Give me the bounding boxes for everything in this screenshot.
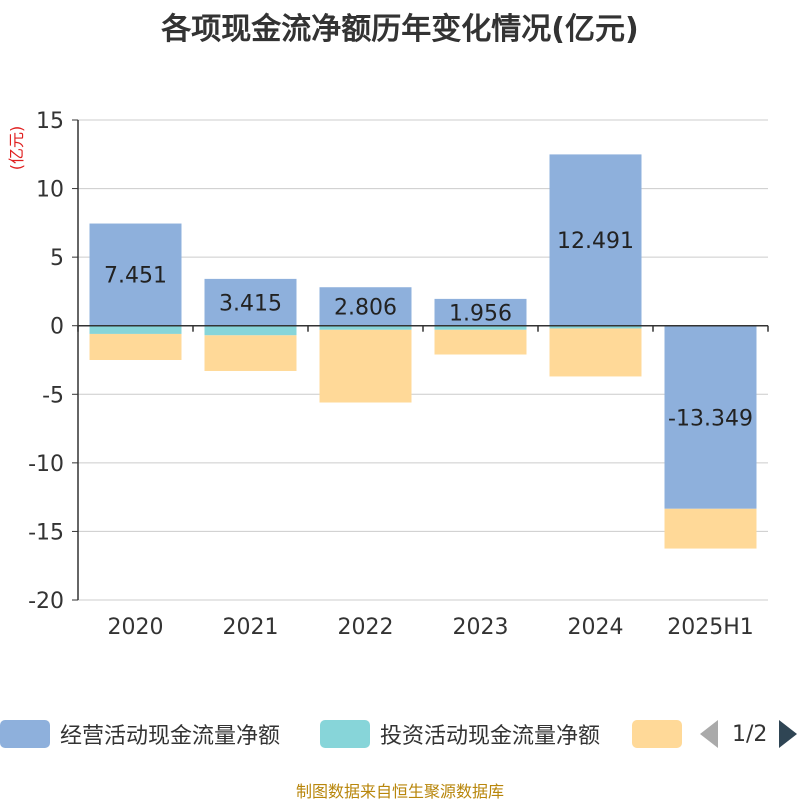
y-tick-label: 5 — [50, 246, 64, 271]
bar-series3-2024[interactable] — [549, 328, 642, 377]
bar-series1-2023[interactable] — [434, 298, 527, 326]
y-tick-label: 15 — [36, 109, 64, 134]
data-label: 2.806 — [334, 295, 397, 320]
y-tick-label: 0 — [50, 315, 64, 340]
x-tick-label: 2021 — [223, 615, 279, 640]
legend-item-operating[interactable]: 经营活动现金流量净额 — [0, 716, 280, 752]
x-tick-label: 2023 — [453, 615, 509, 640]
bar-series3-2021[interactable] — [204, 335, 297, 371]
bar-series1-2020[interactable] — [89, 223, 182, 326]
legend-item-investing[interactable]: 投资活动现金流量净额 — [320, 716, 600, 752]
x-tick-label: 2022 — [338, 615, 394, 640]
chart-plot: 15 10 5 0 -5 -10 -15 -20 2020 2021 2022 2023 2024 202… — [7, 109, 769, 640]
bar-series3-2023[interactable] — [434, 329, 527, 355]
legend: 经营活动现金流量净额 投资活动现金流量净额 — [0, 716, 800, 752]
legend-page-indicator: 1/2 — [732, 721, 768, 747]
y-tick-label: -10 — [28, 452, 64, 477]
source-note: 制图数据来自恒生聚源数据库 — [295, 782, 504, 801]
y-axis-label: (亿元) — [7, 126, 26, 171]
data-label: 7.451 — [104, 264, 167, 289]
legend-swatch-investing — [320, 720, 370, 748]
x-tick-label: 2025H1 — [667, 615, 754, 640]
bar-series1-2024[interactable] — [549, 154, 642, 326]
legend-swatch-third — [632, 720, 682, 748]
legend-item-third[interactable] — [632, 716, 682, 752]
bar-series1-2025H1[interactable] — [664, 325, 757, 509]
bar-series3-2020[interactable] — [89, 333, 182, 360]
x-tick-label: 2024 — [568, 615, 624, 640]
y-tick-label: -20 — [28, 589, 64, 614]
previous-page-icon[interactable] — [700, 720, 718, 748]
bar-series1-2021[interactable] — [204, 278, 297, 326]
y-tick-label: -15 — [28, 520, 64, 545]
legend-pager: 1/2 — [700, 718, 798, 750]
bar-series2-2021[interactable] — [204, 325, 297, 336]
bar-series2-2023[interactable] — [434, 325, 527, 330]
legend-label-operating: 经营活动现金流量净额 — [60, 724, 281, 749]
bar-series1-2022[interactable] — [319, 287, 412, 326]
bar-series3-2022[interactable] — [319, 329, 412, 403]
x-tick-label: 2020 — [108, 615, 164, 640]
chart-title: 各项现金流净额历年变化情况(亿元) — [161, 12, 639, 47]
bar-series2-2022[interactable] — [319, 325, 412, 330]
data-label: 1.956 — [449, 301, 512, 326]
y-tick-label: 10 — [36, 178, 64, 203]
legend-swatch-operating — [0, 720, 50, 748]
bar-series3-2025H1[interactable] — [664, 508, 757, 549]
data-label: 3.415 — [219, 291, 282, 316]
data-label: 12.491 — [557, 229, 634, 254]
next-page-icon[interactable] — [779, 720, 798, 748]
legend-label-investing: 投资活动现金流量净额 — [380, 724, 601, 749]
bar-series2-2024[interactable] — [549, 325, 642, 329]
bar-series2-2020[interactable] — [89, 325, 182, 334]
data-label: -13.349 — [668, 406, 753, 431]
y-tick-label: -5 — [42, 383, 64, 408]
